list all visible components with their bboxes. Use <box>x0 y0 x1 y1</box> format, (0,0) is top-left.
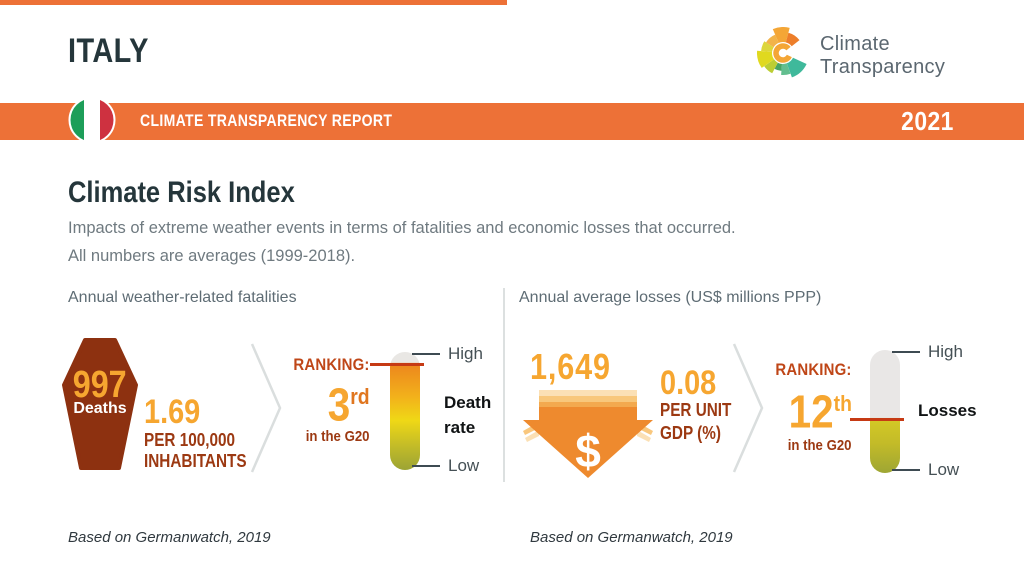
death-rate-unit-line1: PER 100,000 <box>144 430 236 450</box>
fatalities-ranking: RANKING: 3rd in the G20 <box>250 355 370 445</box>
gauge-metric-label: Death rate <box>444 393 492 437</box>
report-year: 2021 <box>901 106 954 136</box>
ranking-value: 12 <box>788 385 834 438</box>
gauge-marker <box>850 418 904 421</box>
subtitle-line2: All numbers are averages (1999-2018). <box>68 247 356 265</box>
gauge-high-label: High <box>928 342 963 361</box>
gdp-share-value: 0.08 <box>660 364 717 402</box>
ranking-suffix: th <box>833 391 852 416</box>
section-divider <box>503 288 505 482</box>
money-loss-arrow-icon <box>523 390 653 480</box>
gdp-unit-line2: GDP (%) <box>660 423 721 443</box>
gauge-high-tick <box>892 351 920 353</box>
fatalities-section-label: Annual weather-related fatalities <box>68 289 297 306</box>
section-title: Climate Risk Index <box>68 176 295 209</box>
gauge-low-tick <box>412 465 440 467</box>
report-banner <box>0 103 1024 140</box>
ranking-context: in the G20 <box>306 428 370 446</box>
losses-gauge: High Low Losses <box>850 342 1020 479</box>
italy-flag-icon <box>68 96 116 144</box>
logo-line1: Climate <box>820 33 890 55</box>
source-note-losses: Based on Germanwatch, 2019 <box>530 529 733 546</box>
page-title: ITALY <box>68 32 149 70</box>
losses-value: 1,649 <box>530 346 611 387</box>
gauge-low-tick <box>892 469 920 471</box>
chevron-right-icon <box>730 342 770 474</box>
gauge-high-tick <box>412 353 440 355</box>
chevron-right-icon <box>248 342 288 474</box>
gauge-low-label: Low <box>448 456 480 475</box>
deaths-value: 997 <box>73 364 127 406</box>
ranking-suffix: rd <box>350 384 370 409</box>
gauge-metric-label: Losses <box>918 401 977 420</box>
top-accent-bar <box>0 0 507 5</box>
report-title: CLIMATE TRANSPARENCY REPORT <box>140 112 393 130</box>
death-rate-gauge: High Low Death rate <box>370 344 540 475</box>
losses-ranking: RANKING: 12th in the G20 <box>732 360 852 454</box>
death-rate-unit-line2: INHABITANTS <box>144 451 247 471</box>
coffin-icon <box>62 338 138 470</box>
gauge-marker <box>370 363 424 366</box>
gauge-high-label: High <box>448 344 483 363</box>
source-note-fatalities: Based on Germanwatch, 2019 <box>68 529 271 546</box>
gauge-low-label: Low <box>928 460 960 479</box>
ranking-label: RANKING: <box>775 360 852 379</box>
ranking-context: in the G20 <box>788 437 852 455</box>
dollar-symbol: $ <box>575 425 601 477</box>
death-rate-value: 1.69 <box>144 393 201 431</box>
subtitle-line1: Impacts of extreme weather events in ter… <box>68 219 736 237</box>
climate-transparency-logo-icon <box>756 27 809 79</box>
logo-line2: Transparency <box>820 56 946 78</box>
logo-wordmark: Climate Transparency <box>820 33 945 79</box>
gdp-unit-line1: PER UNIT <box>660 400 732 420</box>
losses-section-label: Annual average losses (US$ millions PPP) <box>519 289 822 306</box>
gauge-pill <box>870 350 900 473</box>
deaths-label: Deaths <box>73 400 127 417</box>
gauge-pill <box>390 352 420 470</box>
ranking-label: RANKING: <box>293 355 370 374</box>
ranking-value: 3 <box>328 378 351 431</box>
